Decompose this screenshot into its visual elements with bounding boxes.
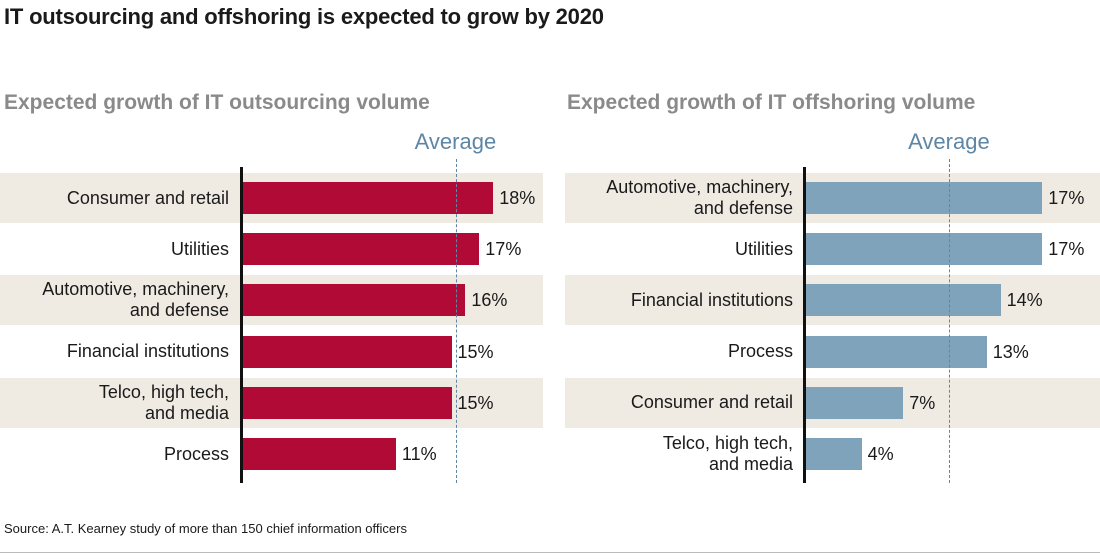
bar — [806, 182, 1043, 214]
bottom-divider — [0, 552, 1100, 553]
average-line — [949, 159, 951, 483]
value-label: 17% — [1048, 239, 1085, 260]
average-label: Average — [908, 129, 990, 154]
category-label: Utilities — [734, 238, 793, 259]
category-label: Financial institutions — [66, 341, 229, 362]
chart-title-outsourcing: Expected growth of IT outsourcing volume — [4, 91, 430, 114]
category-label: Consumer and retail — [630, 392, 793, 413]
average-line — [455, 159, 457, 483]
bar — [806, 438, 862, 470]
page-title: IT outsourcing and offshoring is expecte… — [4, 4, 604, 29]
value-label: 16% — [471, 290, 508, 311]
bar — [243, 386, 452, 419]
category-label: Process — [163, 443, 229, 464]
y-axis-line — [240, 167, 243, 483]
value-label: 15% — [457, 392, 494, 413]
value-label: 17% — [485, 239, 522, 260]
bar — [243, 335, 452, 368]
category-label: Consumer and retail — [66, 187, 229, 208]
category-label: Process — [727, 341, 793, 362]
category-label: Automotive, machinery, and defense — [42, 279, 229, 321]
average-label: Average — [414, 129, 497, 154]
bar — [806, 284, 1001, 317]
source-note: Source: A.T. Kearney study of more than … — [4, 521, 407, 536]
value-label: 15% — [457, 341, 494, 362]
category-label: Financial institutions — [630, 289, 793, 310]
value-label: 11% — [401, 444, 437, 464]
bar — [806, 233, 1043, 266]
category-label: Telco, high tech, and media — [98, 381, 229, 423]
category-label: Utilities — [170, 238, 229, 259]
bar — [243, 182, 494, 214]
bar — [243, 284, 466, 317]
category-label: Automotive, machinery, and defense — [606, 177, 793, 218]
value-label: 18% — [499, 188, 536, 208]
bar — [243, 438, 396, 470]
value-label: 4% — [867, 444, 894, 464]
bar — [806, 335, 987, 368]
value-label: 13% — [992, 341, 1029, 362]
value-label: 14% — [1006, 290, 1043, 311]
value-label: 17% — [1048, 188, 1085, 208]
y-axis-line — [803, 167, 806, 483]
bar — [806, 386, 904, 419]
category-label: Telco, high tech, and media — [662, 433, 793, 474]
value-label: 7% — [909, 392, 936, 413]
bar — [243, 233, 480, 266]
chart-title-offshoring: Expected growth of IT offshoring volume — [567, 91, 976, 114]
